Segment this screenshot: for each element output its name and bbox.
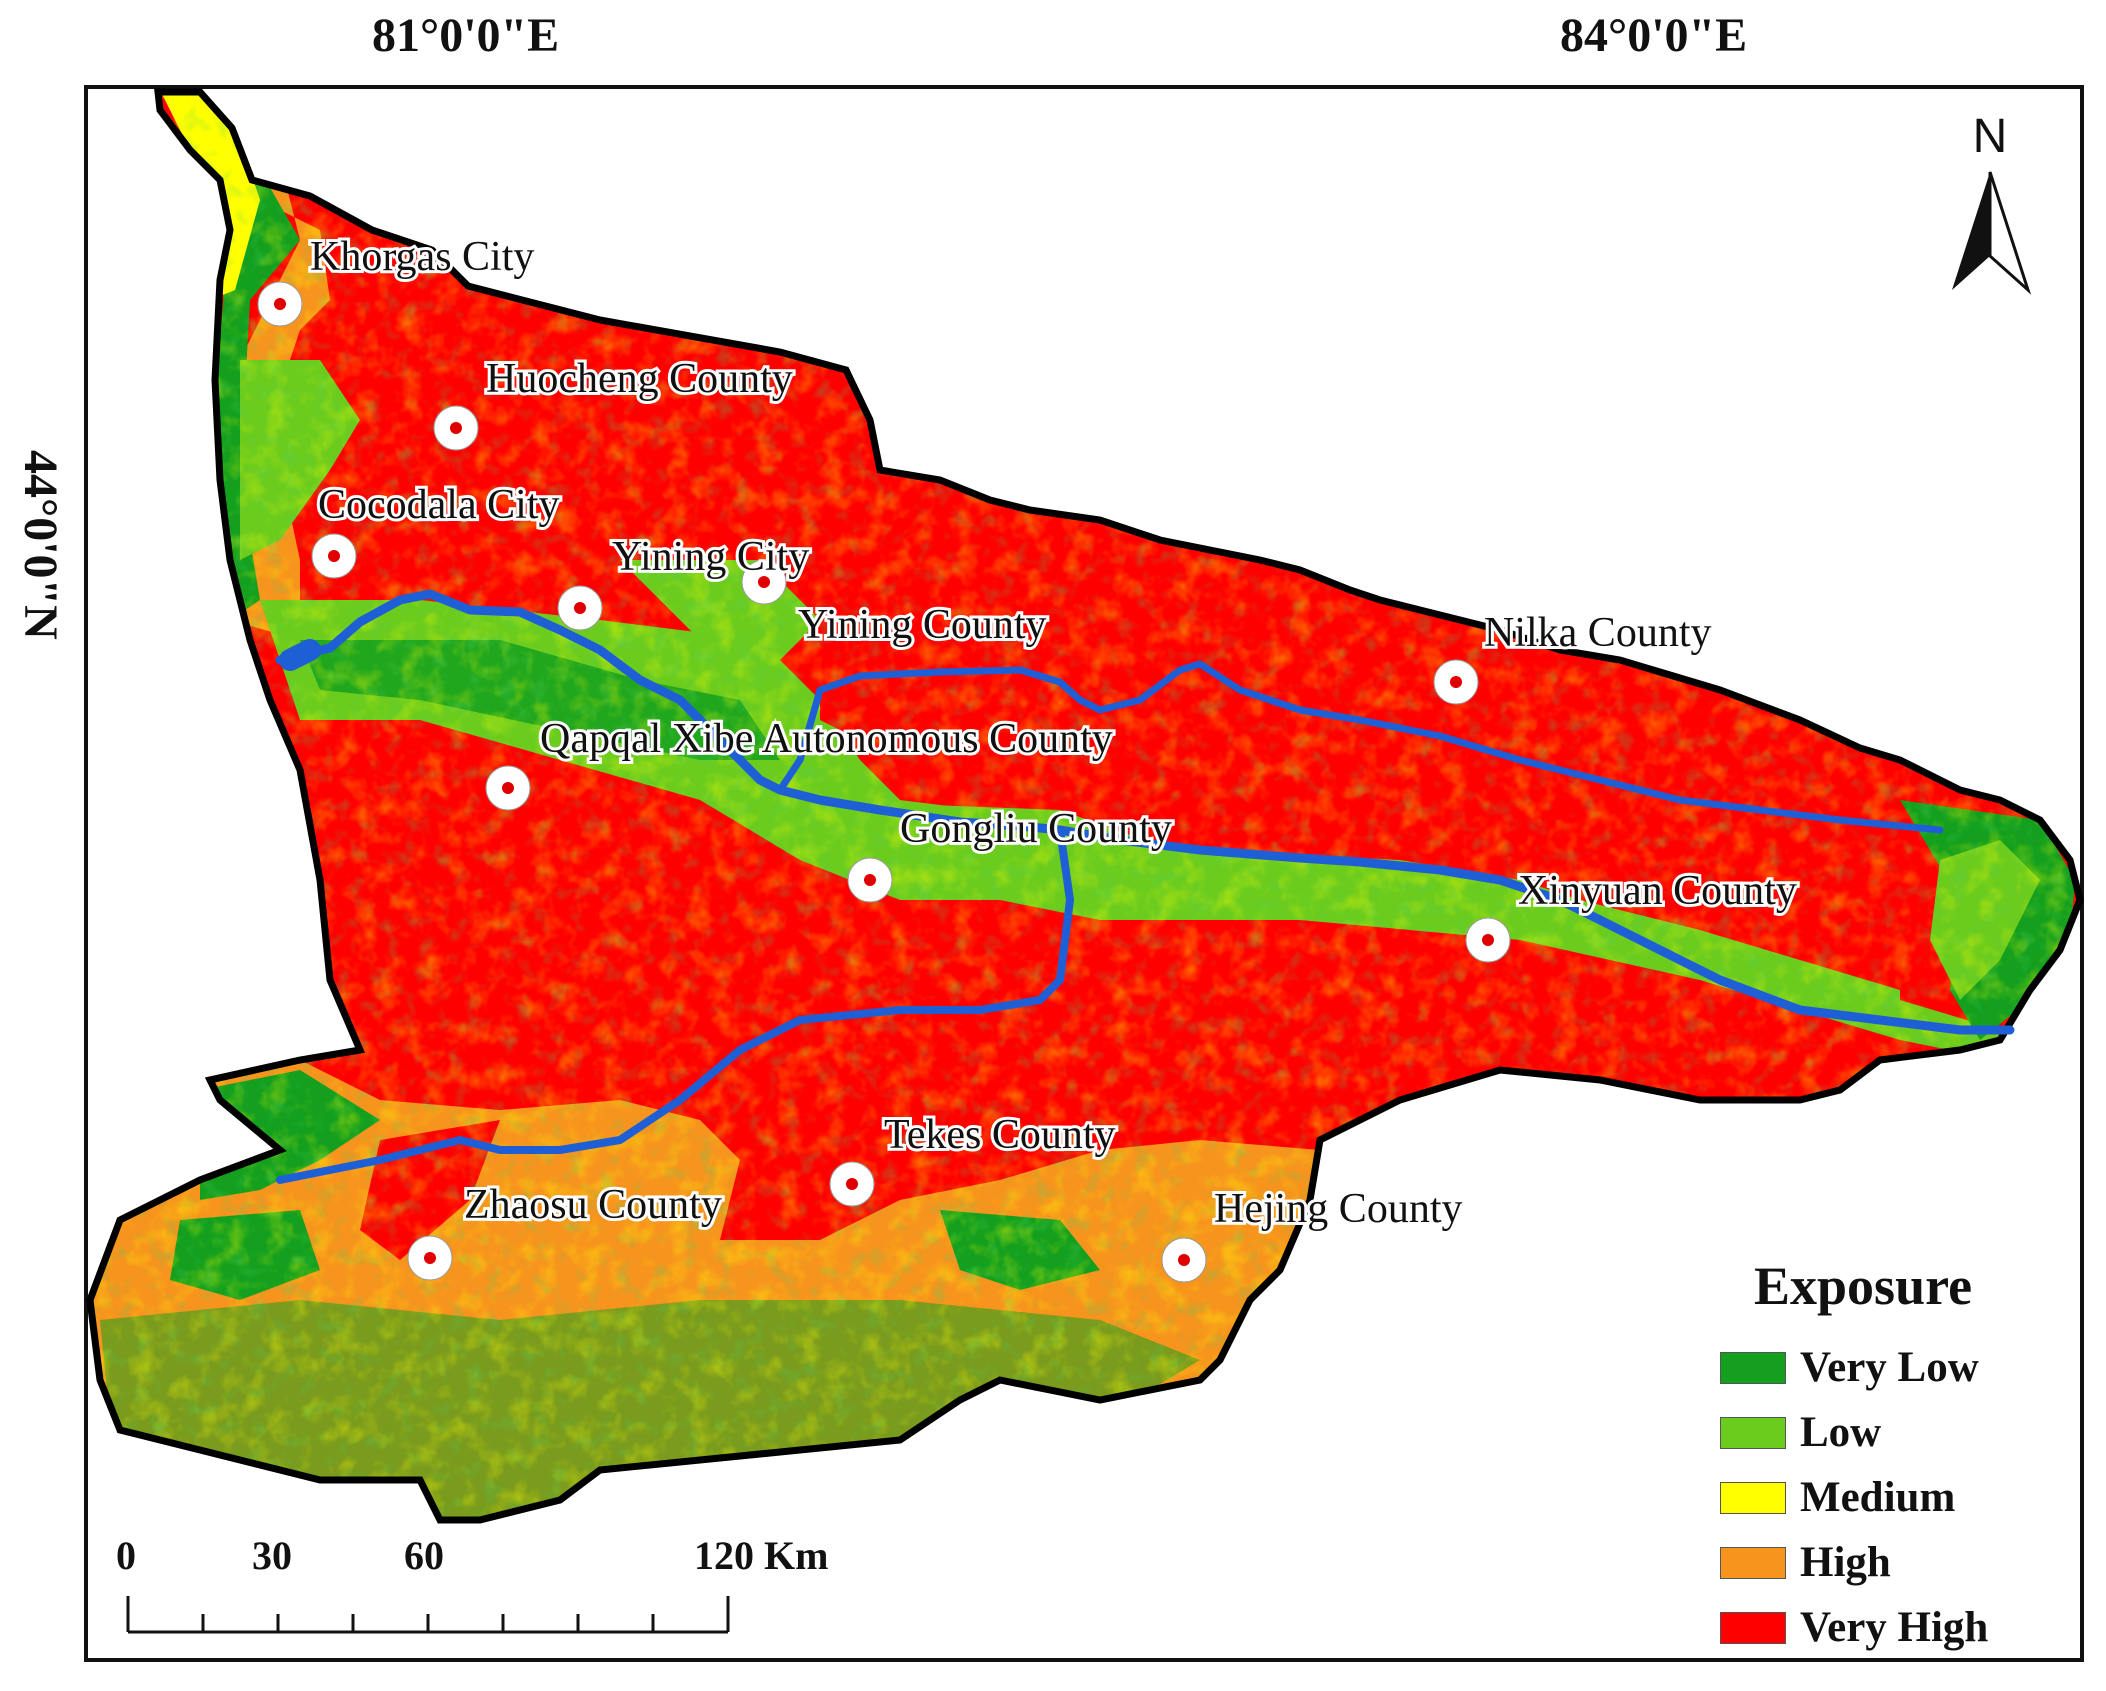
- north-arrow-icon: N: [1952, 110, 2032, 295]
- label-xinyuan: Xinyuan County: [1518, 868, 1797, 914]
- marker-cocodala: [311, 533, 357, 579]
- marker-yining-city: [557, 585, 603, 631]
- map-frame: [84, 85, 2084, 1662]
- legend-items: Very Low Low Medium High Very High: [1720, 1335, 2060, 1660]
- marker-huocheng: [433, 405, 479, 451]
- marker-xinyuan: [1465, 917, 1511, 963]
- legend-item: Medium: [1720, 1465, 2060, 1530]
- scale-tick-120: 120 Km: [694, 1533, 829, 1578]
- marker-yining-city-b: [741, 559, 787, 605]
- marker-khorgas: [257, 281, 303, 327]
- marker-hejing: [1161, 1237, 1207, 1283]
- label-gongliu: Gongliu County: [900, 806, 1172, 852]
- place-markers: [257, 281, 1511, 1283]
- legend-label: Very High: [1800, 1604, 1989, 1651]
- longitude-label-81e: 81°0'0"E: [372, 9, 560, 62]
- river-kashi: [776, 660, 1944, 834]
- river-ili-reservoir: [279, 639, 321, 671]
- legend-label: Very Low: [1800, 1344, 1979, 1391]
- legend-item: Very Low: [1720, 1335, 2060, 1400]
- label-zhaosu: Zhaosu County: [464, 1182, 722, 1228]
- scale-tick-60: 60: [404, 1533, 444, 1578]
- river-network: [275, 589, 2015, 1184]
- longitude-label-84e: 84°0'0"E: [1560, 9, 1748, 62]
- marker-gongliu: [847, 857, 893, 903]
- legend-swatch: [1720, 1416, 1786, 1449]
- legend-swatch: [1720, 1351, 1786, 1384]
- scale-tick-0: 0: [116, 1533, 136, 1578]
- label-yining-county: Yining County: [798, 602, 1047, 648]
- legend-item: High: [1720, 1530, 2060, 1595]
- label-cocodala: Cocodala City: [318, 482, 559, 528]
- marker-tekes: [829, 1161, 875, 1207]
- marker-nilka: [1433, 659, 1479, 705]
- legend-swatch: [1720, 1611, 1786, 1644]
- legend-label: Medium: [1800, 1474, 1956, 1521]
- label-huocheng: Huocheng County: [486, 356, 793, 402]
- legend: Exposure Very Low Low Medium High Very High: [1720, 1255, 2060, 1660]
- label-yining-city: Yining City: [612, 534, 809, 580]
- legend-title: Exposure: [1754, 1256, 1973, 1316]
- legend-label: High: [1800, 1539, 1891, 1586]
- place-labels: Khorgas City Huocheng County Cocodala Ci…: [307, 231, 1800, 1235]
- legend-label: Low: [1800, 1409, 1882, 1456]
- scale-bar: [126, 1596, 730, 1634]
- marker-qapqal: [485, 765, 531, 811]
- marker-zhaosu: [407, 1235, 453, 1281]
- legend-item: Low: [1720, 1400, 2060, 1465]
- scale-tick-30: 30: [252, 1533, 292, 1578]
- label-tekes: Tekes County: [884, 1112, 1116, 1158]
- label-nilka: Nilka County: [1484, 610, 1712, 656]
- legend-swatch: [1720, 1481, 1786, 1514]
- legend-item: Very High: [1720, 1595, 2060, 1660]
- label-qapqal: Qapqal Xibe Autonomous County: [540, 716, 1113, 762]
- north-arrow-label: N: [1973, 110, 2008, 163]
- river-ili: [275, 589, 2015, 1035]
- legend-swatch: [1720, 1546, 1786, 1579]
- label-hejing: Hejing County: [1214, 1186, 1463, 1232]
- label-khorgas: Khorgas City: [310, 234, 534, 280]
- river-tekes: [276, 826, 1074, 1184]
